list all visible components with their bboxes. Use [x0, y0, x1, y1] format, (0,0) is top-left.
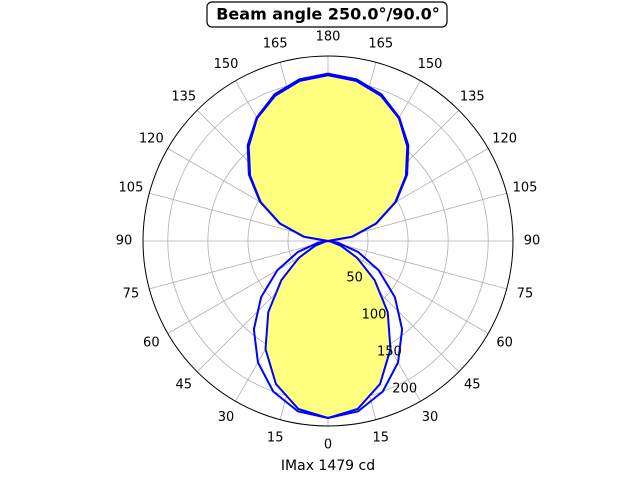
- theta-tick-label: 90: [116, 234, 133, 249]
- r-tick-label: 100: [362, 307, 387, 322]
- theta-tick-label: 105: [513, 181, 538, 196]
- theta-tick-label: 120: [492, 132, 517, 147]
- theta-tick-label: 30: [422, 410, 439, 425]
- series-fill: [248, 75, 408, 418]
- theta-tick-label: 60: [496, 336, 513, 351]
- theta-tick-label: 150: [214, 57, 239, 72]
- theta-grid-line: [327, 240, 507, 290]
- r-tick-label: 200: [392, 381, 417, 396]
- theta-grid-line: [149, 240, 329, 290]
- theta-tick-label: 90: [524, 234, 541, 249]
- theta-tick-label: 135: [460, 89, 485, 104]
- outer-circle: [142, 55, 514, 427]
- theta-tick-label: 45: [464, 378, 481, 393]
- theta-tick-label: 150: [418, 57, 443, 72]
- r-tick-label: 50: [346, 270, 363, 285]
- theta-tick-label: 75: [517, 286, 534, 301]
- series-line: [247, 74, 409, 419]
- theta-tick-label: 15: [267, 431, 284, 446]
- theta-tick-label: 15: [373, 431, 390, 446]
- theta-tick-label: 165: [263, 36, 288, 51]
- theta-tick-label: 30: [218, 410, 235, 425]
- theta-tick-label: 0: [324, 438, 332, 453]
- theta-tick-label: 60: [143, 336, 160, 351]
- r-tick-label: 150: [377, 344, 402, 359]
- theta-tick-label: 105: [119, 181, 144, 196]
- chart-title: Beam angle 250.0°/90.0°: [216, 5, 440, 24]
- theta-tick-label: 75: [123, 286, 140, 301]
- theta-tick-label: 120: [139, 132, 164, 147]
- series-line: [246, 72, 410, 419]
- x-axis-label: IMax 1479 cd: [281, 458, 375, 474]
- title-box: [206, 1, 448, 28]
- theta-tick-label: 180: [316, 30, 341, 45]
- theta-tick-label: 165: [368, 36, 393, 51]
- theta-tick-label: 45: [175, 378, 192, 393]
- theta-tick-label: 135: [171, 89, 196, 104]
